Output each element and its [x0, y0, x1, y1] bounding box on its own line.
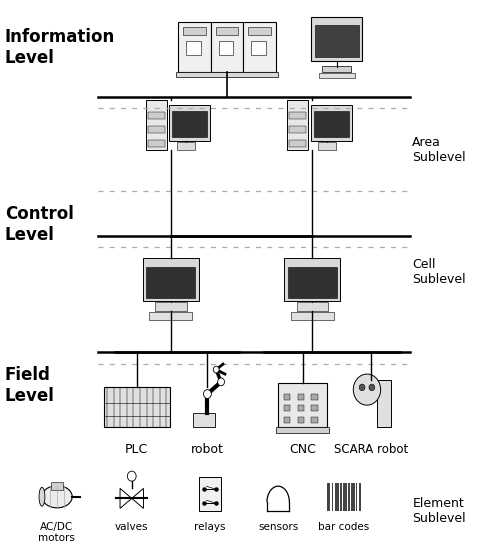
Bar: [278, 383, 327, 427]
Bar: [216, 27, 238, 34]
Text: valves: valves: [115, 522, 148, 532]
Polygon shape: [120, 488, 132, 508]
Bar: [148, 112, 165, 119]
Bar: [315, 24, 359, 57]
Bar: [298, 405, 304, 411]
Bar: [251, 41, 266, 55]
Bar: [298, 393, 304, 400]
Bar: [199, 477, 221, 511]
Bar: [186, 41, 201, 55]
Circle shape: [213, 366, 219, 373]
Circle shape: [369, 384, 375, 391]
Bar: [146, 100, 167, 150]
Text: Control
Level: Control Level: [5, 205, 74, 244]
Bar: [287, 100, 308, 150]
Text: relays: relays: [194, 522, 225, 532]
Bar: [359, 483, 362, 511]
Ellipse shape: [39, 487, 45, 506]
Bar: [248, 27, 271, 34]
Bar: [344, 483, 346, 511]
Bar: [311, 417, 318, 423]
Circle shape: [127, 471, 136, 481]
Bar: [289, 126, 306, 133]
Bar: [323, 67, 351, 72]
Text: Field
Level: Field Level: [5, 366, 55, 405]
Bar: [284, 258, 341, 301]
Bar: [332, 483, 333, 511]
Ellipse shape: [42, 486, 72, 508]
Circle shape: [359, 384, 365, 391]
Bar: [311, 105, 352, 141]
Bar: [311, 17, 362, 61]
Bar: [356, 483, 358, 511]
Text: SCARA robot: SCARA robot: [334, 443, 408, 456]
Text: bar codes: bar codes: [318, 522, 370, 532]
Bar: [193, 413, 215, 427]
Bar: [289, 140, 306, 147]
Bar: [169, 105, 210, 141]
Bar: [148, 140, 165, 147]
Bar: [51, 482, 63, 490]
Bar: [318, 143, 336, 150]
Bar: [314, 112, 349, 137]
Bar: [297, 302, 328, 311]
Bar: [289, 112, 306, 119]
Polygon shape: [132, 488, 143, 508]
Text: PLC: PLC: [125, 443, 148, 456]
Bar: [104, 387, 170, 427]
Bar: [291, 312, 334, 320]
Bar: [155, 302, 186, 311]
Bar: [149, 312, 192, 320]
Bar: [377, 380, 391, 427]
Bar: [177, 143, 195, 150]
Bar: [311, 393, 318, 400]
Bar: [284, 405, 290, 411]
Text: Cell
Sublevel: Cell Sublevel: [412, 258, 466, 286]
Bar: [351, 483, 354, 511]
Bar: [284, 417, 290, 423]
Bar: [276, 427, 329, 433]
Bar: [178, 22, 211, 72]
Bar: [146, 267, 196, 298]
Text: AC/DC
motors: AC/DC motors: [38, 522, 75, 543]
Bar: [311, 405, 318, 411]
Bar: [348, 483, 349, 511]
Bar: [298, 417, 304, 423]
Bar: [219, 41, 233, 55]
Bar: [172, 112, 207, 137]
Bar: [142, 258, 199, 301]
Text: robot: robot: [191, 443, 224, 456]
Bar: [176, 72, 278, 77]
Bar: [327, 483, 330, 511]
Bar: [243, 22, 276, 72]
Text: sensors: sensors: [258, 522, 298, 532]
Bar: [284, 393, 290, 400]
Bar: [211, 22, 243, 72]
Bar: [319, 73, 355, 78]
Text: Information
Level: Information Level: [5, 28, 115, 67]
Bar: [335, 483, 339, 511]
Text: Area
Sublevel: Area Sublevel: [412, 136, 466, 164]
Text: Element
Sublevel: Element Sublevel: [412, 497, 466, 524]
Bar: [287, 267, 337, 298]
Circle shape: [218, 378, 224, 386]
Text: CNC: CNC: [289, 443, 316, 456]
Bar: [183, 27, 206, 34]
Circle shape: [353, 374, 381, 405]
Bar: [148, 126, 165, 133]
Circle shape: [203, 390, 211, 398]
Bar: [341, 483, 342, 511]
